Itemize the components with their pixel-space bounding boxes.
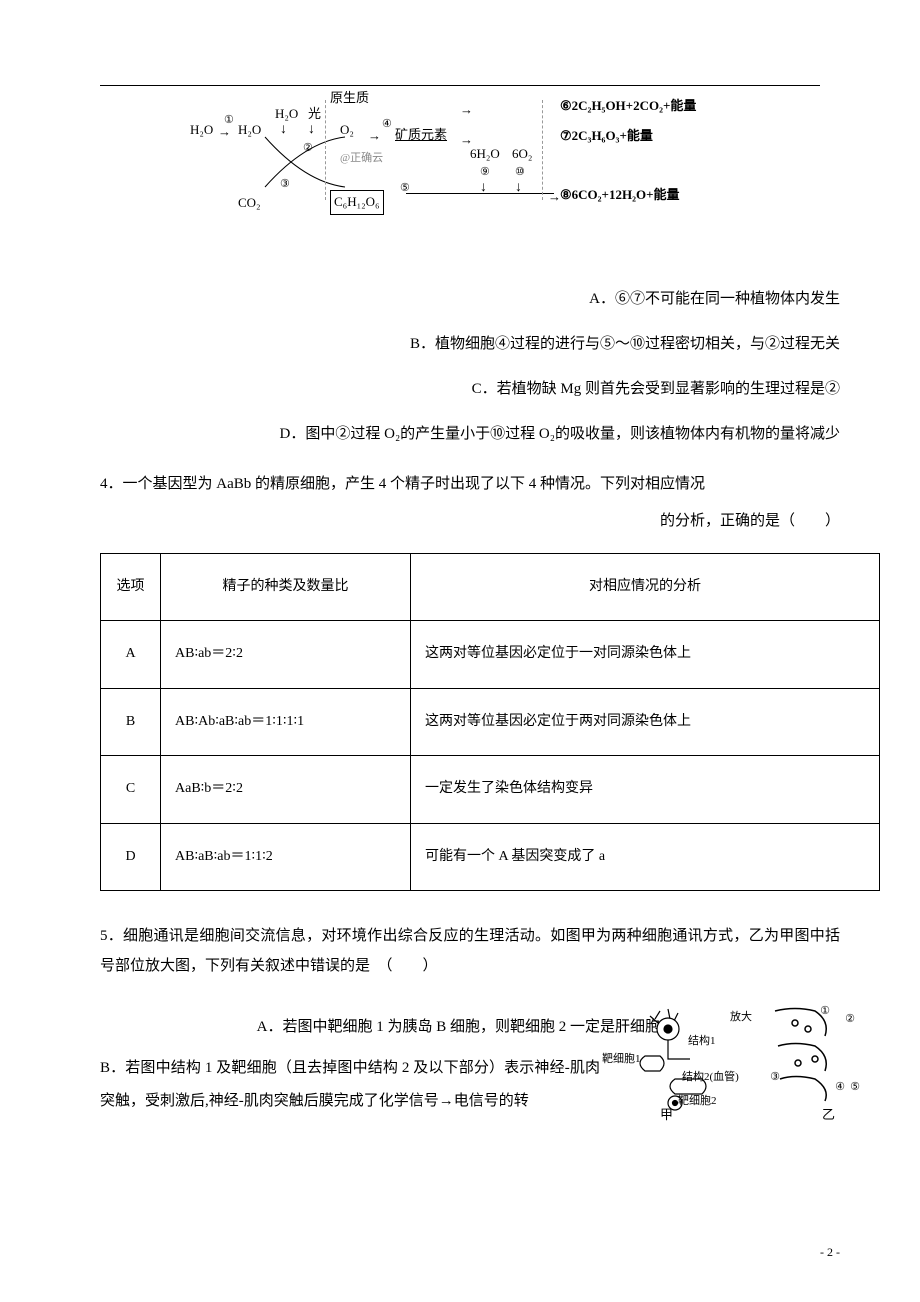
- row-d-ratio: AB∶aB∶ab＝1∶1∶2: [161, 823, 411, 890]
- yi-label: 乙: [822, 1105, 835, 1126]
- header-option: 选项: [101, 554, 161, 621]
- target-cell-1-label: 靶细胞1: [602, 1051, 641, 1069]
- option-d: D．图中②过程 O₂的产生量小于⑩过程 O₂的吸收量，则该植物体内有机物的量将减…: [100, 418, 840, 451]
- 6h2o-label: 6H₂O: [470, 144, 500, 165]
- target-cell-2-label: 靶细胞2: [678, 1093, 717, 1111]
- q5-option-b: B．若图中结构 1 及靶细胞（且去掉图中结构 2 及以下部分）表示神经-肌肉突触…: [100, 1052, 600, 1118]
- arrow-6-line: →: [460, 100, 473, 121]
- arrow-4: ④: [382, 116, 392, 134]
- cell-communication-diagram: 靶细胞1 结构1 放大 结构2(血管) 靶细胞2 ① ② ③ ④ ⑤ 甲 乙: [620, 1001, 870, 1121]
- table-row: D AB∶aB∶ab＝1∶1∶2 可能有一个 A 基因突变成了 a: [101, 823, 880, 890]
- down-arrow-10: ↓: [515, 177, 522, 199]
- curve-svg: [260, 132, 350, 192]
- metabolic-diagram-wrapper: 原生质 H₂O ① → H₂O H₂O 光 ↓ ↓ O₂ ② ③ ④ → 矿质元…: [100, 90, 840, 253]
- arrow-5: ⑤: [400, 180, 410, 198]
- row-b-analysis: 这两对等位基因必定位于两对同源染色体上: [411, 688, 880, 755]
- product-6: ⑥2C₂H₅OH+2CO₂+能量: [560, 96, 696, 117]
- table-row: C AaB∶b＝2∶2 一定发生了染色体结构变异: [101, 756, 880, 823]
- struct-2-label: 结构2(血管): [682, 1069, 739, 1087]
- h2o-mid: H₂O: [238, 120, 261, 141]
- answer-table: 选项 精子的种类及数量比 对相应情况的分析 A AB∶ab＝2∶2 这两对等位基…: [100, 553, 880, 891]
- arrow-1-line: →: [218, 122, 231, 143]
- enlarge-label: 放大: [730, 1009, 752, 1027]
- struct-1-label: 结构1: [688, 1033, 716, 1051]
- co2-label: CO₂: [238, 193, 261, 214]
- question-4-stem: 4．一个基因型为 AaBb 的精原细胞，产生 4 个精子时出现了以下 4 种情况…: [100, 469, 840, 499]
- circle-4: ④: [835, 1079, 845, 1097]
- dashed-border-left: [325, 100, 326, 200]
- table-row: B AB∶Ab∶aB∶ab＝1∶1∶1∶1 这两对等位基因必定位于两对同源染色体…: [101, 688, 880, 755]
- circle-2: ②: [845, 1011, 855, 1029]
- product-8: ⑧6CO₂+12H₂O+能量: [560, 185, 680, 206]
- jia-label: 甲: [660, 1105, 673, 1126]
- row-a-ratio: AB∶ab＝2∶2: [161, 621, 411, 688]
- row-b-opt: B: [101, 688, 161, 755]
- line-5-8: [406, 193, 554, 194]
- circle-3: ③: [770, 1069, 780, 1087]
- question-5-text: A．若图中靶细胞 1 为胰岛 B 细胞，则靶细胞 2 一定是肝细胞 B．若图中结…: [100, 1011, 600, 1118]
- row-b-ratio: AB∶Ab∶aB∶ab＝1∶1∶1∶1: [161, 688, 411, 755]
- protoplast-label: 原生质: [330, 88, 369, 109]
- option-c: C．若植物缺 Mg 则首先会受到显著影响的生理过程是②: [100, 373, 840, 406]
- row-a-analysis: 这两对等位基因必定位于一对同源染色体上: [411, 621, 880, 688]
- option-a: A．⑥⑦不可能在同一种植物体内发生: [100, 283, 840, 316]
- table-header-row: 选项 精子的种类及数量比 对相应情况的分析: [101, 554, 880, 621]
- 6o2-label: 6O₂: [512, 144, 532, 165]
- row-d-opt: D: [101, 823, 161, 890]
- arrow-7-line: →: [460, 130, 473, 151]
- question-5-body: A．若图中靶细胞 1 为胰岛 B 细胞，则靶细胞 2 一定是肝细胞 B．若图中结…: [100, 1011, 840, 1118]
- page-number: - 2 -: [820, 1243, 840, 1262]
- option-b: B．植物细胞④过程的进行与⑤～⑩过程密切相关，与②过程无关: [100, 328, 840, 361]
- down-arrow-9: ↓: [480, 177, 487, 199]
- circle-1: ①: [820, 1003, 830, 1021]
- metabolic-diagram: 原生质 H₂O ① → H₂O H₂O 光 ↓ ↓ O₂ ② ③ ④ → 矿质元…: [190, 90, 750, 245]
- row-d-analysis: 可能有一个 A 基因突变成了 a: [411, 823, 880, 890]
- header-ratio: 精子的种类及数量比: [161, 554, 411, 621]
- header-analysis: 对相应情况的分析: [411, 554, 880, 621]
- arrow-4-line: →: [368, 126, 381, 147]
- h2o-left: H₂O: [190, 120, 213, 141]
- question-4-tail: 的分析，正确的是（ ）: [100, 509, 840, 533]
- dashed-border-right: [542, 100, 543, 200]
- row-c-opt: C: [101, 756, 161, 823]
- circle-5: ⑤: [850, 1079, 860, 1097]
- row-c-ratio: AaB∶b＝2∶2: [161, 756, 411, 823]
- mineral-label: 矿质元素: [395, 125, 447, 146]
- header-rule: [100, 85, 820, 86]
- q5-option-a: A．若图中靶细胞 1 为胰岛 B 细胞，则靶细胞 2 一定是肝细胞: [100, 1011, 660, 1044]
- product-7: ⑦2C₃H₆O₃+能量: [560, 126, 653, 147]
- row-c-analysis: 一定发生了染色体结构变异: [411, 756, 880, 823]
- table-row: A AB∶ab＝2∶2 这两对等位基因必定位于一对同源染色体上: [101, 621, 880, 688]
- row-a-opt: A: [101, 621, 161, 688]
- question-5-stem: 5．细胞通讯是细胞间交流信息，对环境作出综合反应的生理活动。如图甲为两种细胞通讯…: [100, 921, 840, 981]
- glucose-box: C₆H₁₂O₆: [330, 190, 384, 215]
